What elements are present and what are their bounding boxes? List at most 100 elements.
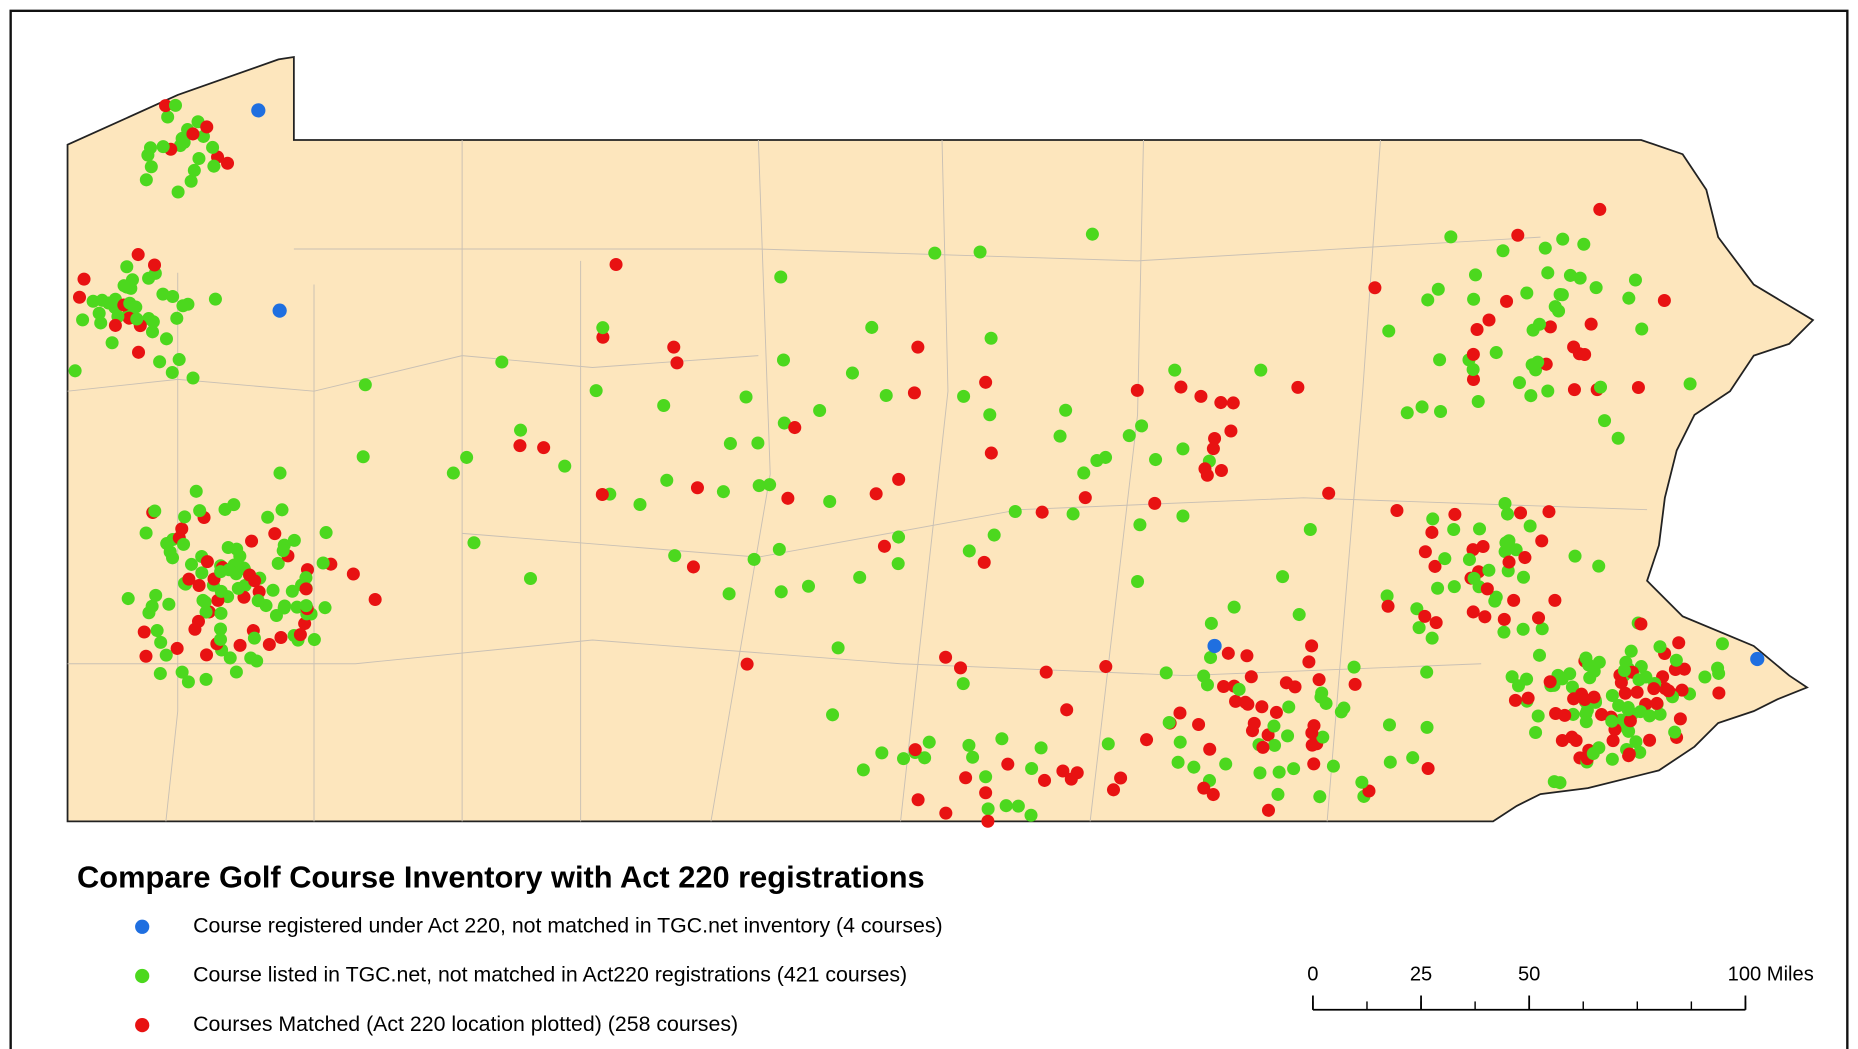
- course-point: [1589, 281, 1603, 295]
- course-point: [977, 555, 991, 569]
- course-point: [184, 174, 198, 188]
- course-point: [1272, 765, 1286, 779]
- course-point: [1200, 468, 1214, 482]
- course-point: [1282, 700, 1296, 714]
- course-point: [1565, 680, 1579, 694]
- course-point: [1675, 683, 1689, 697]
- course-point: [957, 389, 971, 403]
- course-point: [1672, 636, 1686, 650]
- course-point: [962, 738, 976, 752]
- course-point: [981, 802, 995, 816]
- course-point: [1208, 431, 1222, 445]
- course-point: [1502, 555, 1516, 569]
- course-point: [1520, 286, 1534, 300]
- course-point: [77, 272, 91, 286]
- course-point: [273, 466, 287, 480]
- course-point: [1174, 380, 1188, 394]
- course-point: [1434, 404, 1448, 418]
- course-point: [1219, 757, 1233, 771]
- course-point: [276, 544, 290, 558]
- course-point: [200, 648, 214, 662]
- course-point: [233, 549, 247, 563]
- course-point: [908, 743, 922, 757]
- course-point: [1412, 621, 1426, 635]
- course-point: [1253, 766, 1267, 780]
- course-point: [537, 441, 551, 455]
- course-point: [298, 617, 312, 631]
- course-point: [1418, 545, 1432, 559]
- course-point: [1535, 622, 1549, 636]
- course-point: [1276, 570, 1290, 584]
- course-point: [1466, 605, 1480, 619]
- course-point: [192, 151, 206, 165]
- course-point: [1447, 580, 1461, 594]
- course-point: [1529, 725, 1543, 739]
- course-point: [1647, 682, 1661, 696]
- course-point: [1482, 313, 1496, 327]
- course-point: [1200, 678, 1214, 692]
- course-point: [763, 478, 777, 492]
- course-point: [984, 331, 998, 345]
- course-point: [911, 793, 925, 807]
- course-point: [1307, 757, 1321, 771]
- course-point: [979, 375, 993, 389]
- course-point: [1489, 590, 1503, 604]
- course-point: [319, 526, 333, 540]
- course-point: [1207, 638, 1222, 654]
- course-point: [1605, 688, 1619, 703]
- course-point: [316, 556, 330, 570]
- course-point: [233, 638, 247, 652]
- course-point: [275, 503, 289, 517]
- course-point: [1548, 593, 1562, 607]
- course-point: [272, 303, 287, 318]
- course-point: [1159, 666, 1173, 680]
- course-point: [1467, 292, 1481, 306]
- course-point: [299, 582, 313, 596]
- course-point: [1498, 497, 1512, 511]
- course-point: [1206, 788, 1220, 802]
- course-point: [892, 472, 906, 486]
- course-point: [1287, 762, 1301, 776]
- course-point: [668, 549, 682, 563]
- course-point: [1406, 751, 1420, 765]
- course-point: [1247, 716, 1261, 730]
- course-point: [589, 384, 603, 398]
- course-point: [856, 763, 870, 777]
- course-point: [776, 353, 791, 367]
- course-point: [686, 560, 700, 574]
- course-point: [1099, 660, 1113, 674]
- course-point: [1532, 648, 1547, 662]
- course-point: [1653, 707, 1667, 721]
- legend-label: Course listed in TGC.net, not matched in…: [193, 963, 907, 987]
- course-point: [186, 371, 200, 385]
- course-point: [156, 287, 170, 301]
- course-point: [1586, 747, 1600, 761]
- course-point: [1421, 293, 1435, 307]
- course-point: [120, 280, 134, 294]
- course-point: [1628, 273, 1642, 287]
- course-point: [1466, 372, 1481, 386]
- course-point: [1053, 429, 1067, 443]
- course-point: [1240, 649, 1254, 663]
- course-point: [105, 336, 119, 350]
- course-point: [1577, 237, 1591, 251]
- course-point: [1168, 363, 1182, 377]
- course-point: [1382, 718, 1396, 732]
- course-point: [973, 245, 987, 259]
- course-point: [1511, 679, 1526, 693]
- course-point: [1480, 582, 1494, 596]
- course-point: [1334, 705, 1348, 719]
- course-point: [86, 294, 100, 308]
- course-point: [208, 292, 222, 306]
- course-point: [1543, 675, 1557, 689]
- course-point: [165, 365, 179, 379]
- course-point: [1348, 677, 1362, 691]
- course-point: [1565, 730, 1579, 744]
- course-point: [596, 330, 610, 344]
- course-point: [1162, 715, 1176, 730]
- course-point: [1149, 453, 1163, 467]
- course-point: [1024, 808, 1038, 822]
- course-point: [1281, 729, 1295, 743]
- course-point: [192, 579, 206, 593]
- county-line: [710, 139, 771, 822]
